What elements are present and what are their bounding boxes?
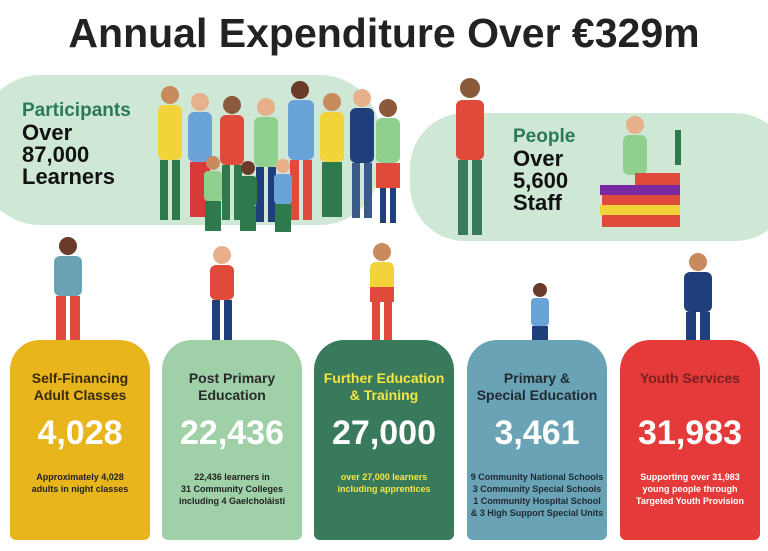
card-figure: 3,461 <box>494 414 580 452</box>
card-title: Youth Services <box>620 370 760 408</box>
card-figure: 31,983 <box>638 414 742 452</box>
card-title: Primary & Special Education <box>467 370 607 408</box>
participants-label: Participants <box>22 100 131 121</box>
participants: Participants Over 87,000 Learners <box>22 100 131 188</box>
card: Self-Financing Adult Classes 4,028 Approxim… <box>10 340 150 540</box>
card: Post Primary Education 22,436 22,436 learne… <box>162 340 302 540</box>
card-figures <box>54 237 712 357</box>
staff-figures <box>456 78 681 235</box>
card-description: 22,436 learners in 31 Community Colleges i… <box>162 471 302 507</box>
card-title-line: Further Education <box>323 370 445 386</box>
card-figure: 22,436 <box>180 414 284 452</box>
card-title-line: Education <box>198 387 266 403</box>
people-line: 5,600 <box>513 168 569 193</box>
card-title: Self-Financing Adult Classes <box>10 370 150 408</box>
card-description-line: Approximately 4,028 <box>36 472 124 482</box>
card: Further Education & Training 27,000 over 27… <box>314 340 454 540</box>
title: Annual Expenditure Over €329m <box>68 10 700 56</box>
card-title: Post Primary Education <box>162 370 302 408</box>
card: Youth Services 31,983 Supporting over 31,9… <box>620 340 760 540</box>
card-title: Further Education & Training <box>314 370 454 408</box>
people-line: Over <box>513 146 564 171</box>
card-description-line: Targeted Youth Provision <box>635 496 744 506</box>
card-title-line: Adult Classes <box>33 387 127 403</box>
card-title-line: Primary & <box>503 370 571 386</box>
card-title-line: Self-Financing <box>31 370 129 386</box>
card-description: over 27,000 learners including apprentice… <box>314 471 454 495</box>
card-description-line: 3 Community Special Schools <box>472 484 602 494</box>
card-title-line: Special Education <box>476 387 598 403</box>
card-description-line: adults in night classes <box>31 484 129 494</box>
card-description: Supporting over 31,983 young people throu… <box>620 471 760 507</box>
card-description-line: over 27,000 learners <box>340 472 428 482</box>
card-description: Approximately 4,028 adults in night class… <box>10 471 150 495</box>
card-description-line: including 4 Gaelcholáistí <box>178 496 286 506</box>
card-description-line: 31 Community Colleges <box>180 484 284 494</box>
card-description: 9 Community National Schools 3 Community … <box>467 471 607 519</box>
people-label: People <box>513 126 576 147</box>
card-description-line: Supporting over 31,983 <box>640 472 740 482</box>
card-title-line: Youth Services <box>639 370 741 386</box>
card-figure: 4,028 <box>37 414 123 452</box>
participants-line: Over <box>22 120 73 145</box>
card-description-line: 1 Community Hospital School <box>473 496 601 506</box>
card-description-line: young people through <box>642 484 738 494</box>
participants-line: 87,000 <box>22 142 90 167</box>
card-title-line: & Training <box>349 387 419 403</box>
people: People Over 5,600 Staff <box>513 126 575 214</box>
people-line: Staff <box>513 190 562 215</box>
card-description-line: 22,436 learners in <box>194 472 270 482</box>
card-description-line: 9 Community National Schools <box>470 472 604 482</box>
group-of-learners <box>158 81 400 232</box>
card-description-line: including apprentices <box>337 484 431 494</box>
card-description-line: & 3 High Support Special Units <box>470 508 604 518</box>
card-title-line: Post Primary <box>188 370 276 386</box>
card-figure: 27,000 <box>332 414 436 452</box>
card: Primary & Special Education 3,461 9 Communi… <box>467 340 607 540</box>
participants-line: Learners <box>22 164 115 189</box>
